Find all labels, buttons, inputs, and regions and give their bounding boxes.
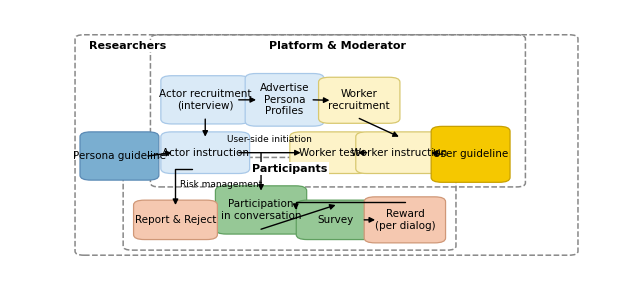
Text: Worker instruction: Worker instruction: [351, 148, 447, 158]
FancyBboxPatch shape: [245, 74, 324, 126]
FancyBboxPatch shape: [134, 200, 218, 240]
FancyBboxPatch shape: [290, 132, 369, 174]
FancyBboxPatch shape: [216, 186, 307, 234]
FancyBboxPatch shape: [364, 197, 445, 243]
Text: Report & Reject: Report & Reject: [135, 215, 216, 225]
Text: Actor instruction: Actor instruction: [162, 148, 249, 158]
Text: Worker
recruitment: Worker recruitment: [328, 90, 390, 111]
FancyBboxPatch shape: [161, 76, 250, 124]
Text: Reward
(per dialog): Reward (per dialog): [374, 209, 435, 231]
Text: Participants: Participants: [252, 164, 327, 174]
Text: Actor recruitment
(interview): Actor recruitment (interview): [159, 89, 252, 111]
Text: Worker test: Worker test: [299, 148, 360, 158]
Text: Platform & Moderator: Platform & Moderator: [269, 41, 406, 51]
FancyBboxPatch shape: [431, 126, 510, 182]
Text: Survey: Survey: [317, 215, 354, 225]
FancyBboxPatch shape: [80, 132, 159, 180]
Text: User guideline: User guideline: [433, 149, 508, 159]
Text: Risk management: Risk management: [180, 180, 262, 189]
FancyBboxPatch shape: [161, 132, 250, 174]
FancyBboxPatch shape: [296, 200, 375, 240]
Text: Participation
in conversation: Participation in conversation: [221, 199, 301, 221]
FancyBboxPatch shape: [319, 77, 400, 123]
Text: Advertise
Persona
Profiles: Advertise Persona Profiles: [260, 83, 309, 116]
FancyBboxPatch shape: [356, 132, 442, 174]
Text: Researchers: Researchers: [89, 41, 166, 51]
Text: Persona guideline: Persona guideline: [73, 151, 166, 161]
Text: User-side initiation: User-side initiation: [227, 135, 312, 144]
